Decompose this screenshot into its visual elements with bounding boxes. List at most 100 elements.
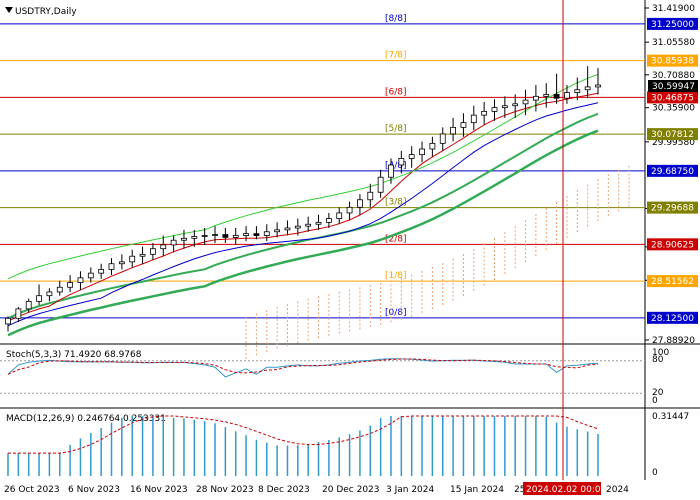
murrey-value-box — [647, 54, 698, 67]
ma-mid-line — [7, 112, 599, 320]
price-tick-label: 29.99580 — [652, 138, 695, 148]
candle-body — [263, 231, 270, 236]
candle-body — [336, 212, 343, 219]
candle-body — [170, 239, 177, 246]
macd-signal-line — [8, 415, 599, 454]
price-tick-label: 31.05580 — [652, 38, 695, 48]
candle-body — [512, 103, 519, 107]
candle-body — [87, 272, 94, 279]
date-label: 20 Dec 2023 — [322, 485, 380, 495]
macd-histogram — [7, 415, 599, 476]
candle-body — [325, 218, 332, 223]
candle-body — [222, 234, 229, 238]
candle-body — [522, 99, 529, 105]
murrey-value-label: 29.68750 — [651, 167, 694, 177]
murrey-value-box — [647, 91, 698, 104]
ma-blue-line — [7, 102, 599, 327]
murrey-value-label: 30.85938 — [651, 57, 694, 67]
murrey-value-label: 29.29688 — [651, 204, 694, 214]
murrey-math-levels: [8/8] 31.25000 [7/8] 30.85938 [6/8] 30.46875 [… — [0, 14, 698, 324]
murrey-value-box — [647, 311, 698, 324]
murrey-value-box — [647, 164, 698, 177]
date-label: 16 Nov 2023 — [130, 485, 188, 495]
candle-body — [367, 191, 374, 201]
candle-body — [315, 221, 322, 225]
candle-body — [129, 255, 136, 263]
candle-body — [118, 261, 125, 265]
murrey-level-label: [3/8] — [385, 198, 407, 208]
candle-body — [67, 282, 74, 288]
candle-body — [25, 300, 32, 310]
current-price-box — [648, 80, 698, 92]
current-price-label: 30.59947 — [652, 82, 695, 92]
ma-slow-line — [7, 129, 599, 337]
date-label: 26 Oct 2023 — [4, 485, 60, 495]
price-tick-label: 30.35900 — [652, 104, 695, 114]
candle-body — [501, 105, 508, 109]
stoch-label: Stoch(5,3,3) 71.4920 68.9768 — [6, 350, 142, 360]
candle-body — [108, 263, 115, 270]
candle-body — [584, 86, 591, 91]
candle-body — [595, 84, 601, 88]
murrey-value-label: 31.25000 — [651, 20, 694, 30]
murrey-value-box — [647, 238, 698, 251]
murrey-level-label: [7/8] — [385, 51, 407, 61]
candle-body — [232, 235, 239, 238]
candle-body — [470, 114, 477, 124]
stoch-d-line — [7, 358, 599, 375]
stoch-axis-0: 0 — [652, 396, 658, 406]
murrey-level-label: [4/8] — [385, 161, 407, 171]
candle-body — [491, 107, 498, 112]
candle-body — [564, 92, 570, 99]
candle-body — [294, 225, 301, 229]
menu-triangle-icon[interactable] — [5, 7, 13, 13]
murrey-value-box — [647, 201, 698, 214]
candle-body — [243, 233, 249, 236]
ichimoku-cloud — [245, 165, 630, 360]
date-label: 6 Nov 2023 — [68, 485, 120, 495]
indicator-lines — [7, 73, 599, 337]
candle-body — [46, 291, 53, 297]
candle-body — [574, 89, 581, 93]
candle-body — [419, 148, 425, 156]
candle-body — [139, 253, 146, 257]
murrey-level-label: [2/8] — [385, 234, 407, 244]
murrey-value-box — [647, 17, 698, 30]
murrey-value-label: 28.12500 — [651, 314, 694, 324]
stoch-axis-20: 20 — [652, 388, 664, 398]
candle-body — [56, 286, 63, 293]
murrey-level-label: [8/8] — [385, 14, 407, 24]
candle-body — [201, 235, 208, 237]
candle-body — [15, 308, 22, 319]
candle-body — [253, 233, 260, 236]
date-label: 2024 — [606, 485, 629, 495]
symbol-label: USDTRY,Daily — [15, 7, 77, 17]
envelope-upper-line — [7, 73, 599, 280]
cursor-date-box — [523, 482, 601, 495]
candle-body — [429, 142, 436, 150]
candle-body — [284, 227, 291, 231]
candle-body — [543, 94, 550, 97]
date-label: 8 Dec 2023 — [258, 485, 310, 495]
candle-body — [98, 268, 105, 274]
date-axis: 26 Oct 2023 6 Nov 2023 16 Nov 2023 28 Nov 2… — [4, 482, 629, 495]
candle-body — [160, 244, 167, 250]
murrey-level-label: [6/8] — [385, 87, 407, 97]
date-label: 15 Jan 2024 — [450, 485, 504, 495]
murrey-value-box — [647, 128, 698, 141]
candle-body — [439, 133, 446, 144]
candle-body — [450, 126, 456, 135]
murrey-value-label: 30.46875 — [651, 93, 694, 103]
candle-body — [305, 223, 312, 227]
candle-body — [553, 94, 560, 99]
candle-body — [274, 229, 281, 233]
ma-red-line — [7, 92, 599, 322]
macd-axis-top: 0.31447 — [652, 412, 689, 422]
stochastic-oscillator — [0, 358, 645, 394]
candle-body — [481, 110, 488, 116]
candle-body — [460, 122, 467, 128]
candlesticks — [5, 66, 601, 332]
candle-body — [212, 234, 218, 236]
candle-body — [36, 295, 42, 302]
